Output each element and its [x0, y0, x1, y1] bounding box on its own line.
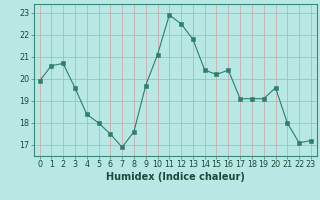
X-axis label: Humidex (Indice chaleur): Humidex (Indice chaleur) [106, 172, 244, 182]
